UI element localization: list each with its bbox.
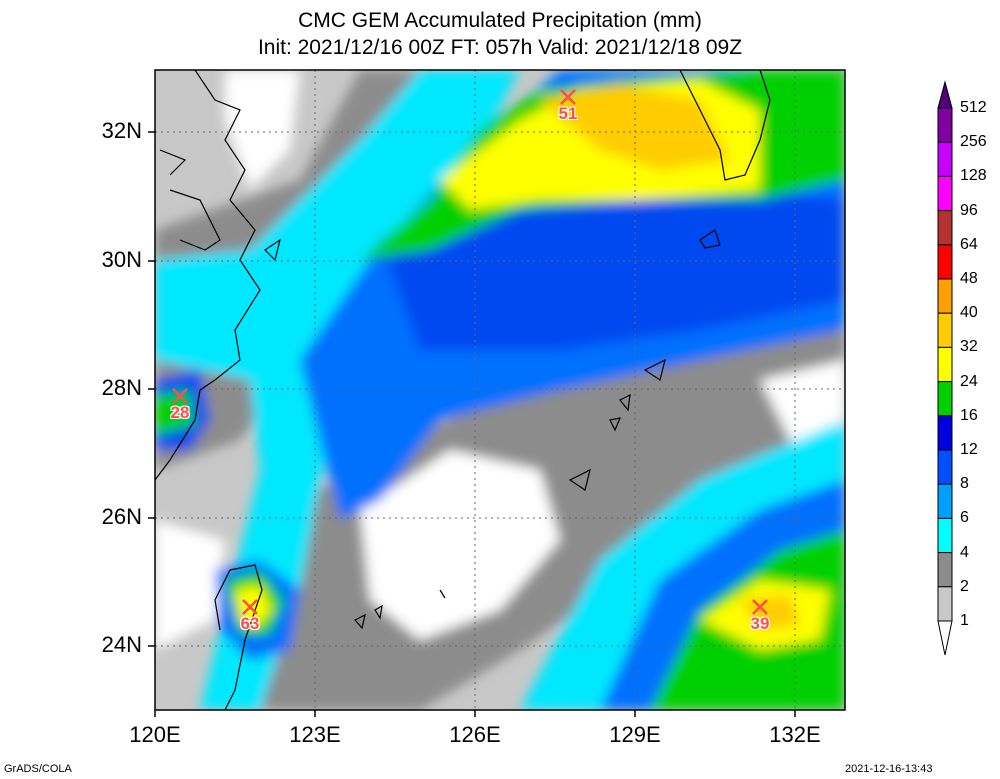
legend-swatch [937,346,953,383]
legend-level-label: 96 [960,201,978,219]
color-legend [937,80,953,656]
legend-level-label: 4 [960,543,969,561]
legend-swatch [937,244,953,280]
legend-level-label: 512 [960,99,987,116]
legend-level-label: 8 [960,475,969,493]
station-marker-51 [560,89,576,105]
footer-timestamp: 2021-12-16-13:43 [845,763,933,775]
lat-label-26n: 26N [101,504,142,529]
legend-level-label: 40 [960,304,978,322]
station-marker-63 [242,599,258,615]
legend-level-label: 48 [960,270,978,287]
station-marker-28 [172,388,188,404]
lon-label-129e: 129E [609,722,661,747]
legend-swatch [937,278,953,314]
station-value-63: 63 [240,614,260,633]
legend-level-label: 24 [960,372,978,390]
lon-label-132e: 132E [769,722,821,747]
lat-label-30n: 30N [101,247,142,272]
legend-level-label: 16 [960,406,978,424]
map-frame [154,69,846,711]
legend-level-label: 256 [960,133,987,151]
footer-credit: GrADS/COLA [4,763,72,775]
lat-label-32n: 32N [101,118,142,143]
legend-swatch [937,483,953,519]
lon-label-126e: 126E [449,722,501,747]
legend-swatch [937,381,953,417]
precip-field [155,70,845,710]
lat-label-28n: 28N [101,375,142,400]
legend-swatch [937,415,953,451]
legend-swatch [937,552,953,588]
grid-lines [155,70,845,710]
legend-level-label: 32 [960,338,978,356]
chart-title: CMC GEM Accumulated Precipitation (mm) [298,9,702,32]
station-value-39: 39 [750,614,770,633]
legend-swatch-top [937,80,953,109]
station-value-51: 51 [558,104,578,123]
legend-swatch [937,312,953,348]
legend-swatch [937,107,953,143]
station-markers [172,89,768,615]
legend-swatch [937,517,953,554]
legend-swatch [937,141,953,177]
legend-level-label: 2 [960,577,969,595]
legend-swatch [937,210,953,246]
chart-subtitle: Init: 2021/12/16 00Z FT: 057h Valid: 202… [257,36,743,59]
lon-label-120e: 120E [129,722,181,747]
legend-swatch-bottom [937,620,953,656]
legend-swatch [937,449,953,485]
station-marker-39 [752,599,768,615]
legend-level-label: 6 [960,509,969,527]
lon-label-123e: 123E [289,722,341,747]
legend-level-label: 64 [960,235,978,253]
legend-swatch [937,586,953,622]
legend-level-label: 12 [960,441,978,458]
axis-ticks [148,131,796,717]
legend-swatch [937,175,953,212]
lat-label-24n: 24N [101,632,142,657]
coastlines [155,70,771,710]
legend-level-label: 1 [960,612,969,629]
legend-level-label: 128 [960,167,987,185]
station-value-28: 28 [170,403,190,422]
